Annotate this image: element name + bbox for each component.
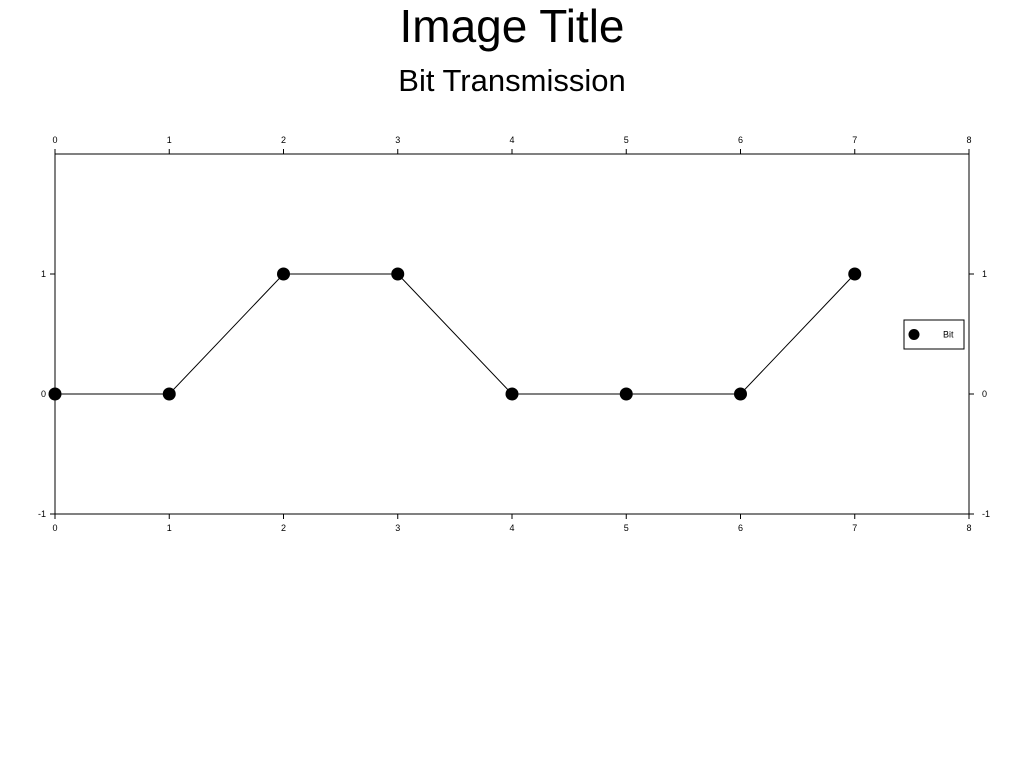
data-point <box>391 267 405 281</box>
data-point <box>277 267 290 281</box>
y-tick-label-right: -1 <box>982 509 990 519</box>
legend-marker <box>908 329 920 340</box>
data-point <box>162 387 176 401</box>
y-tick-label-right: 1 <box>982 269 987 279</box>
data-point <box>848 267 862 281</box>
x-tick-label-bottom: 3 <box>395 523 400 533</box>
x-tick-label-top: 2 <box>281 135 286 145</box>
x-tick-label-top: 8 <box>966 135 971 145</box>
x-tick-label-top: 7 <box>852 135 857 145</box>
x-tick-label-bottom: 2 <box>281 523 286 533</box>
x-tick-label-bottom: 0 <box>52 523 57 533</box>
y-tick-label-left: -1 <box>38 509 46 519</box>
chart-title: Image Title <box>399 0 625 52</box>
x-tick-label-bottom: 1 <box>167 523 172 533</box>
x-tick-label-bottom: 7 <box>852 523 857 533</box>
x-tick-label-top: 6 <box>738 135 743 145</box>
data-point <box>734 387 747 401</box>
x-tick-label-top: 3 <box>395 135 400 145</box>
y-tick-label-left: 1 <box>41 269 46 279</box>
legend-label: Bit <box>943 330 954 340</box>
chart-subtitle: Bit Transmission <box>398 63 626 98</box>
data-point <box>619 387 633 401</box>
x-tick-label-bottom: 8 <box>966 523 971 533</box>
data-point <box>48 387 62 401</box>
data-point <box>505 387 519 401</box>
y-tick-label-right: 0 <box>982 389 987 399</box>
x-tick-label-top: 4 <box>509 135 514 145</box>
x-tick-label-top: 5 <box>624 135 629 145</box>
series-line <box>55 273 856 395</box>
plot-frame <box>54 153 970 515</box>
x-tick-label-top: 1 <box>167 135 172 145</box>
y-tick-label-left: 0 <box>41 389 46 399</box>
x-tick-label-bottom: 6 <box>738 523 743 533</box>
x-tick-label-bottom: 5 <box>624 523 629 533</box>
x-tick-label-bottom: 4 <box>509 523 514 533</box>
x-tick-label-top: 0 <box>52 135 57 145</box>
